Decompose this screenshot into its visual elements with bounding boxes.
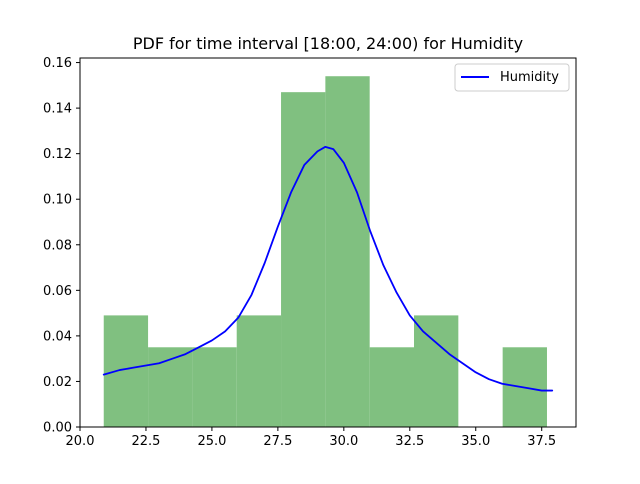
- x-tick-label: 30.0: [329, 434, 358, 449]
- histogram-bar-2: [148, 347, 193, 427]
- line-series: [102, 145, 554, 392]
- legend-label-humidity: Humidity: [500, 70, 559, 85]
- x-axis-ticks: 20.0 22.5 25.0 27.5 30.0 32.5 35.0 37.5: [66, 427, 556, 449]
- y-tick-label: 0.08: [43, 238, 72, 253]
- y-tick-label: 0.06: [43, 284, 72, 299]
- y-tick-label: 0.16: [43, 56, 72, 71]
- histogram-bar-1: [103, 315, 149, 427]
- x-tick-label: 37.5: [527, 434, 556, 449]
- x-tick-label: 22.5: [131, 434, 160, 449]
- histogram-bar-7: [369, 347, 415, 427]
- histogram-bar-3: [192, 347, 237, 427]
- x-tick-label: 32.5: [395, 434, 424, 449]
- y-tick-label: 0.00: [43, 421, 72, 436]
- histogram-bars: [103, 76, 547, 428]
- x-tick-label: 27.5: [263, 434, 292, 449]
- x-tick-label: 35.0: [461, 434, 490, 449]
- chart-title: PDF for time interval [18:00, 24:00) for…: [133, 34, 523, 53]
- y-tick-label: 0.10: [43, 193, 72, 208]
- y-tick-label: 0.02: [43, 375, 72, 390]
- histogram-bar-5: [281, 92, 326, 428]
- series-line-1: [102, 145, 554, 392]
- histogram-bar-4: [236, 315, 282, 427]
- histogram-bar-8: [414, 315, 459, 427]
- x-tick-label: 20.0: [66, 434, 95, 449]
- legend: Humidity: [454, 63, 570, 92]
- y-tick-label: 0.14: [43, 102, 72, 117]
- y-tick-label: 0.12: [43, 147, 72, 162]
- legend-box: [454, 63, 570, 92]
- histogram-bar-6: [325, 76, 370, 427]
- axes-frame: [79, 57, 577, 428]
- x-tick-label: 25.0: [197, 434, 226, 449]
- y-axis-ticks: 0.00 0.02 0.04 0.06 0.08 0.10 0.12 0.14 0.16: [43, 56, 80, 436]
- y-tick-label: 0.04: [43, 329, 72, 344]
